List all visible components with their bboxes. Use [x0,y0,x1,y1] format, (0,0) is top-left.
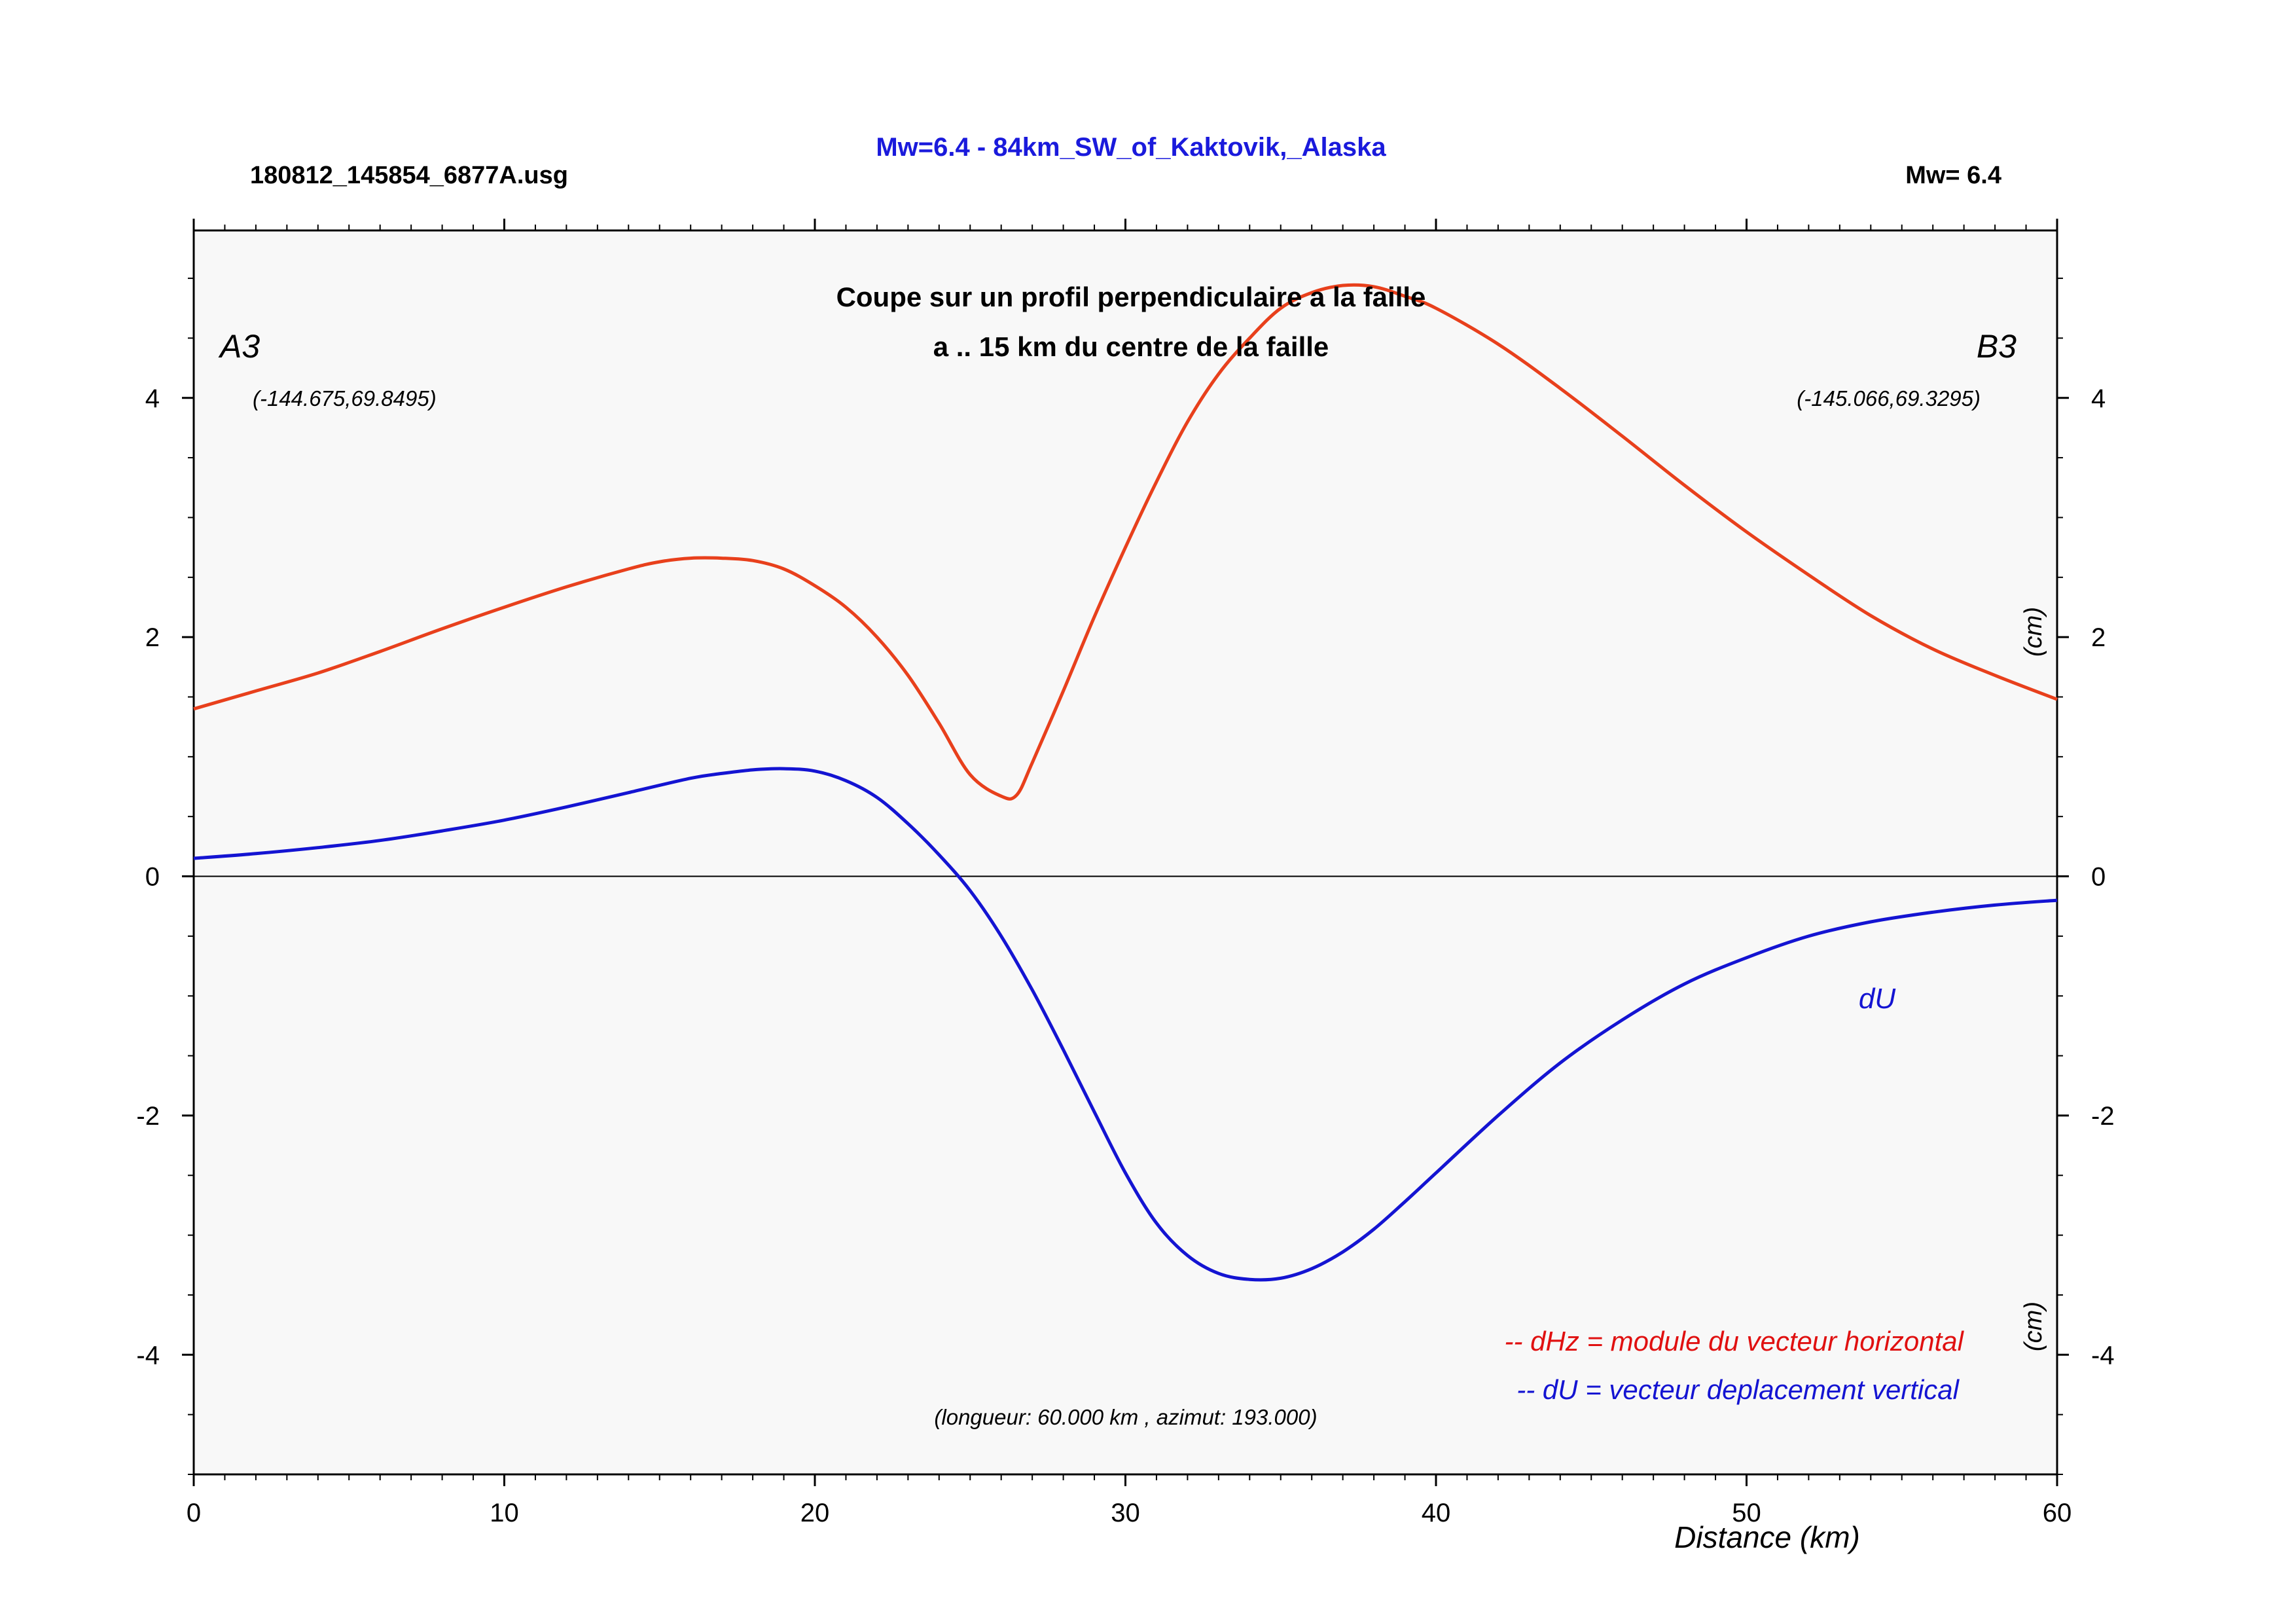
y-tick-label-right: -2 [2091,1102,2115,1131]
magnitude-label: Mw= 6.4 [1905,162,2001,189]
y-tick-label-right: 2 [2091,623,2106,652]
du-series-label: dU [1859,983,1895,1015]
x-tick-label: 0 [187,1499,201,1527]
y-tick-label-left: 0 [145,863,160,892]
chart-title: Mw=6.4 - 84km_SW_of_Kaktovik,_Alaska [876,133,1386,162]
series-line-dhz [193,283,2058,801]
point-a-coords: (-144.675,69.8495) [253,386,437,410]
x-tick-label: 10 [490,1499,519,1527]
x-axis-label: Distance (km) [1674,1520,1860,1554]
unit-label-lower: (cm) [2020,1302,2047,1351]
plot-area [192,229,2058,1476]
y-tick-label-right: 4 [2091,384,2106,413]
point-b-label: B3 [1977,328,2017,365]
point-a-label: A3 [218,328,260,365]
axis-ticks [182,219,2069,1486]
plot-subtitle-line2: a .. 15 km du centre de la faille [933,331,1329,362]
series-line-du [193,767,2058,1282]
axis-tick-labels: 0 10 20 30 40 50 60 -4 -4 -2 -2 0 0 2 2 4 4 [136,384,2114,1527]
x-tick-label: 30 [1111,1499,1140,1527]
y-tick-label-left: -4 [136,1341,160,1370]
series-layer [193,283,2058,1282]
y-tick-label-right: 0 [2091,863,2106,892]
legend-du: -- dU = vecteur deplacement vertical [1516,1374,1960,1405]
file-label: 180812_145854_6877A.usg [250,162,568,189]
unit-label-upper: (cm) [2020,607,2047,657]
point-b-coords: (-145.066,69.3295) [1797,386,1981,410]
y-tick-label-left: 2 [145,623,160,652]
x-tick-label: 60 [2043,1499,2072,1527]
y-tick-label-left: 4 [145,384,160,413]
legend-dhz: -- dHz = module du vecteur horizontal [1504,1326,1964,1357]
profile-info: (longueur: 60.000 km , azimut: 193.000) [934,1405,1317,1429]
x-tick-label: 20 [800,1499,830,1527]
y-tick-label-right: -4 [2091,1341,2115,1370]
x-tick-label: 50 [1732,1499,1761,1527]
x-tick-label: 40 [1422,1499,1451,1527]
plot-subtitle-line1: Coupe sur un profil perpendiculaire a la… [836,282,1426,312]
y-tick-label-left: -2 [136,1102,160,1131]
